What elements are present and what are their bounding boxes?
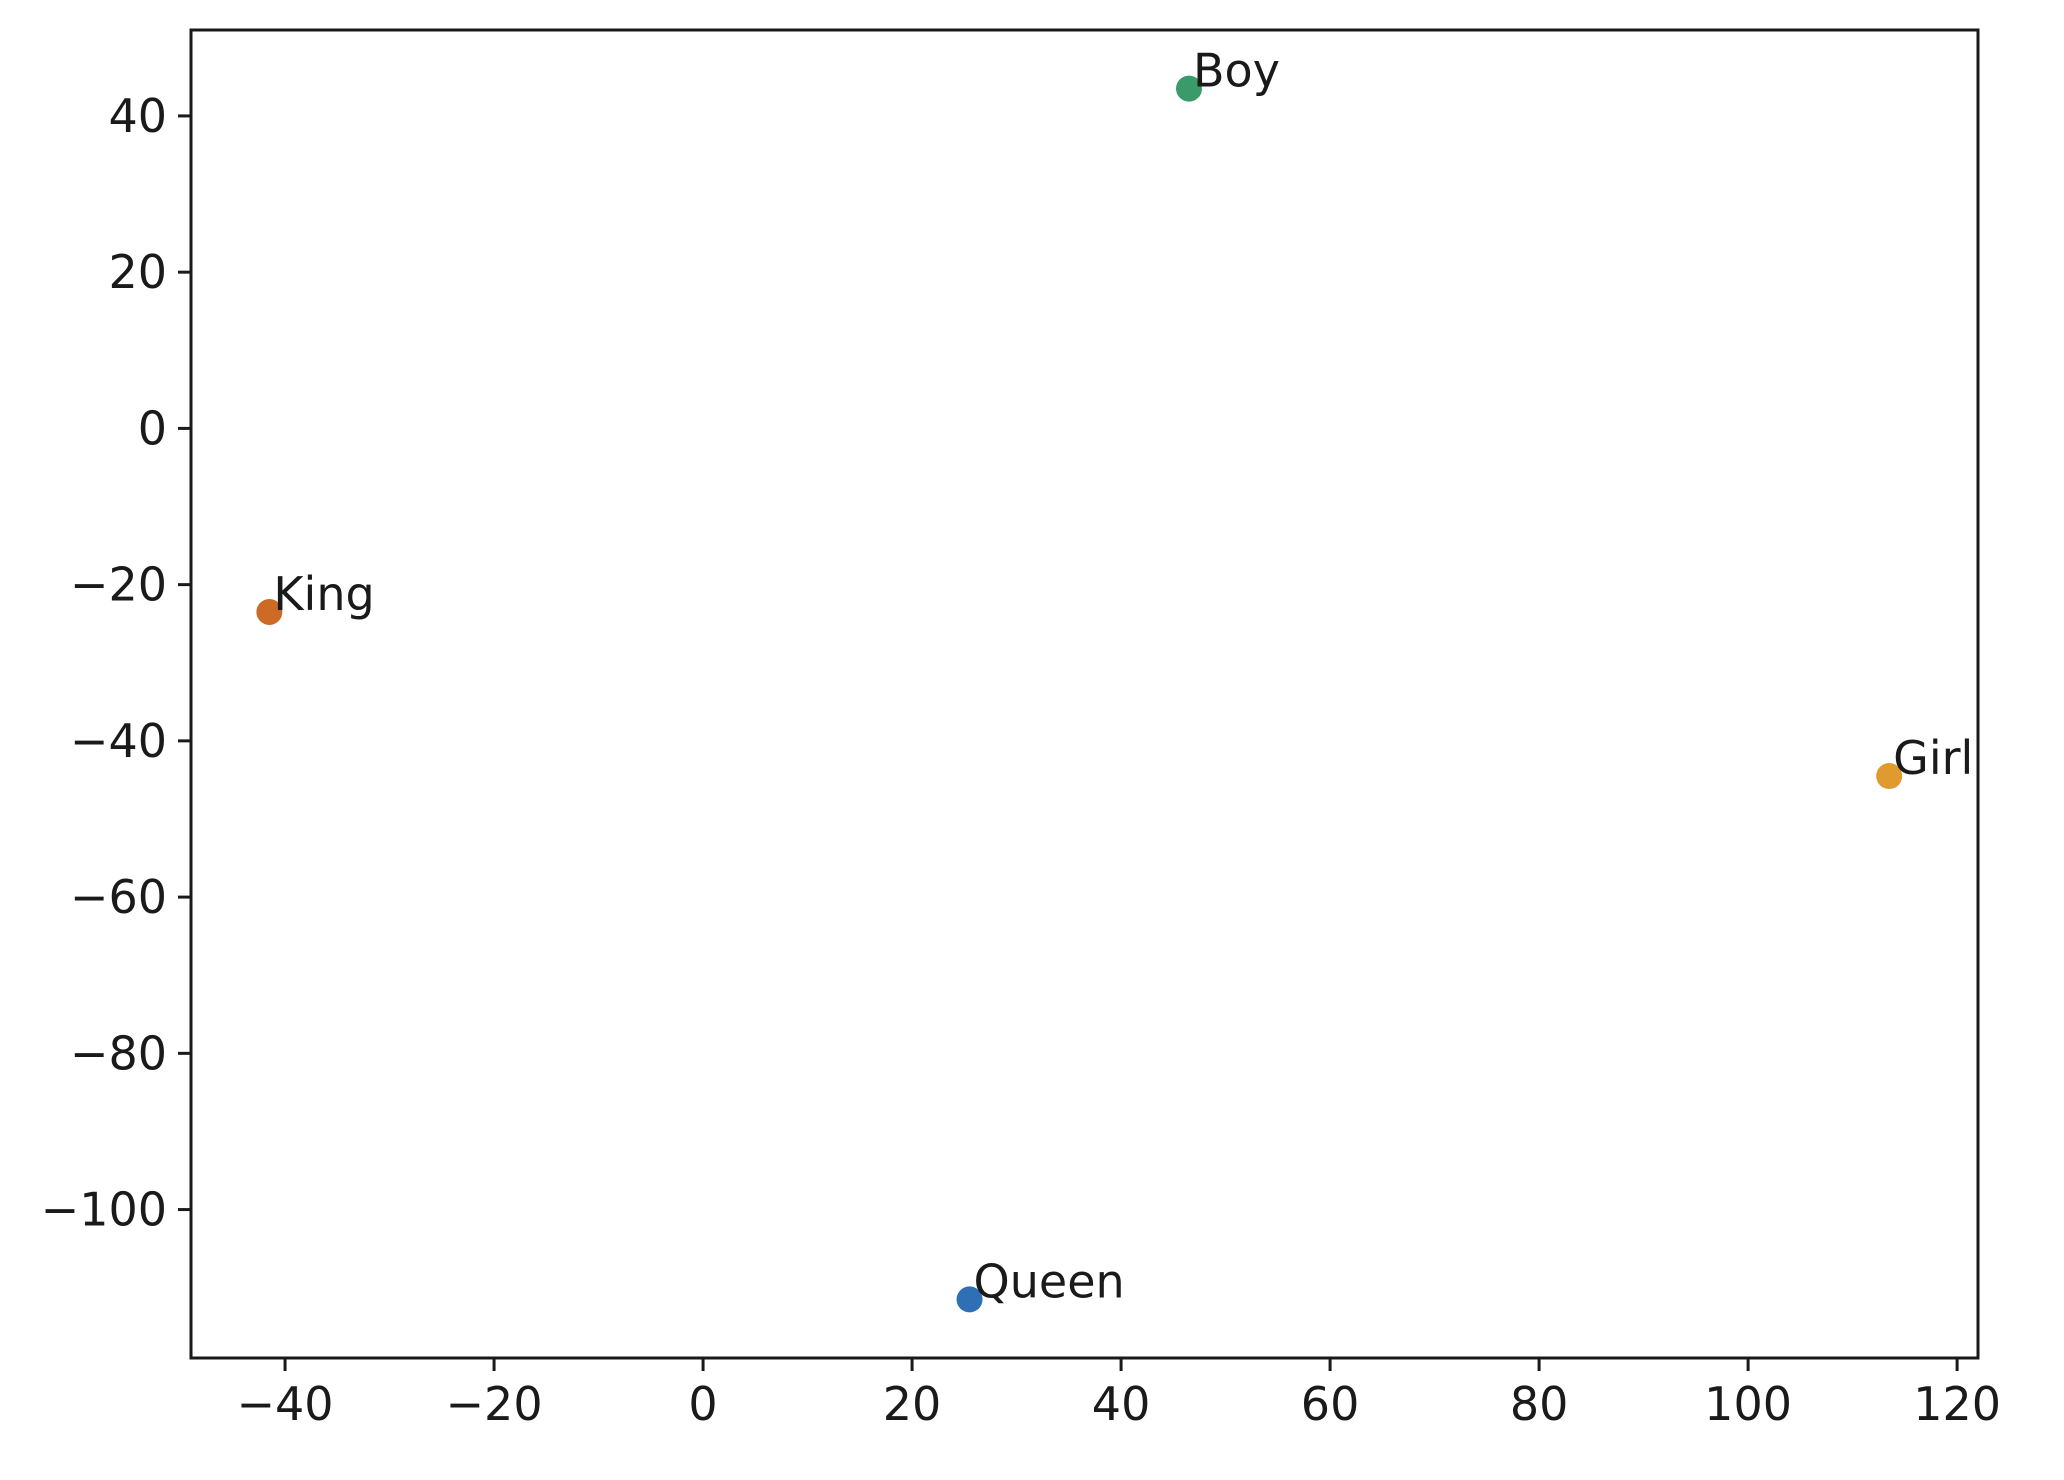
point-boy — [1176, 75, 1203, 102]
x-tick-label: 100 — [1704, 1377, 1792, 1431]
point-label-boy: Boy — [1193, 44, 1280, 98]
y-tick-label: −80 — [70, 1026, 167, 1080]
y-tick-label: −100 — [41, 1183, 167, 1237]
point-label-queen: Queen — [974, 1254, 1125, 1308]
x-axis: −40 −20 0 20 40 60 80 100 120 — [237, 1358, 2001, 1431]
x-tick-label: 40 — [1092, 1377, 1151, 1431]
points-layer — [256, 75, 1903, 1313]
plot-frame — [189, 28, 1980, 1360]
y-axis: 40 20 0 −20 −40 −60 −80 −100 — [41, 89, 191, 1237]
x-tick-label: −40 — [237, 1377, 334, 1431]
point-label-girl: Girl — [1893, 731, 1973, 785]
x-tick-label: 80 — [1510, 1377, 1569, 1431]
x-tick-label: −20 — [446, 1377, 543, 1431]
point-labels-layer: Queen King Boy Girl — [273, 44, 1973, 1309]
y-tick-label: −20 — [70, 558, 167, 612]
x-tick-label: 120 — [1913, 1377, 2001, 1431]
point-king — [256, 598, 283, 625]
y-tick-label: −40 — [70, 714, 167, 768]
x-tick-label: 20 — [883, 1377, 942, 1431]
point-girl — [1876, 763, 1903, 790]
x-tick-label: 0 — [688, 1377, 717, 1431]
point-queen — [956, 1286, 983, 1313]
y-tick-label: 0 — [138, 401, 167, 455]
point-label-king: King — [273, 567, 374, 621]
y-tick-label: 20 — [108, 245, 167, 299]
x-tick-label: 60 — [1301, 1377, 1360, 1431]
y-tick-label: 40 — [108, 89, 167, 143]
y-tick-label: −60 — [70, 870, 167, 924]
